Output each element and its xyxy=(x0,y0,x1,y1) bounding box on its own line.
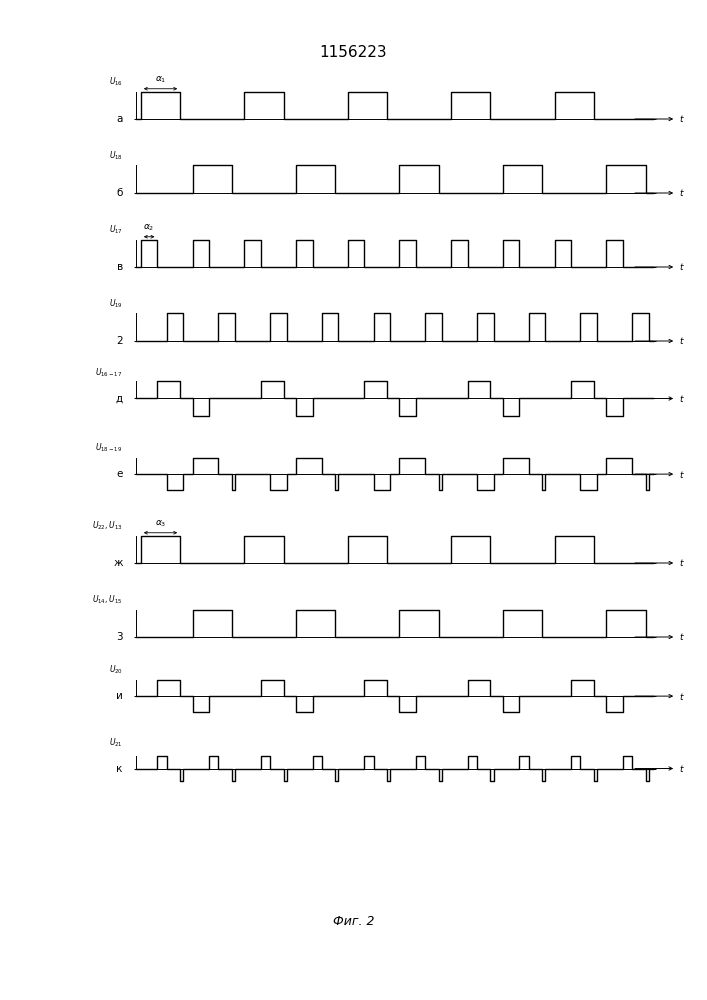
Text: $U_{21}$: $U_{21}$ xyxy=(109,737,123,749)
Text: $U_{18-19}$: $U_{18-19}$ xyxy=(95,441,123,454)
Text: в: в xyxy=(117,262,123,272)
Text: $t$: $t$ xyxy=(679,113,684,124)
Text: $t$: $t$ xyxy=(679,336,684,347)
Text: е: е xyxy=(117,469,123,479)
Text: $U_{16-17}$: $U_{16-17}$ xyxy=(95,367,123,379)
Text: $t$: $t$ xyxy=(679,393,684,404)
Text: $t$: $t$ xyxy=(679,469,684,480)
Text: $U_{18}$: $U_{18}$ xyxy=(109,150,123,162)
Text: $U_{14},U_{15}$: $U_{14},U_{15}$ xyxy=(93,594,123,606)
Text: а: а xyxy=(117,114,123,124)
Text: 3: 3 xyxy=(116,632,123,642)
Text: и: и xyxy=(116,691,123,701)
Text: к: к xyxy=(117,764,123,774)
Text: $\alpha_2$: $\alpha_2$ xyxy=(144,222,155,233)
Text: 2: 2 xyxy=(116,336,123,346)
Text: $t$: $t$ xyxy=(679,763,684,774)
Text: $\alpha_1$: $\alpha_1$ xyxy=(155,74,166,85)
Text: $\alpha_3$: $\alpha_3$ xyxy=(155,518,166,529)
Text: 1156223: 1156223 xyxy=(320,45,387,60)
Text: $U_{22},U_{13}$: $U_{22},U_{13}$ xyxy=(92,520,123,532)
Text: $t$: $t$ xyxy=(679,691,684,702)
Text: $U_{17}$: $U_{17}$ xyxy=(109,224,123,236)
Text: $t$: $t$ xyxy=(679,632,684,643)
Text: Фиг. 2: Фиг. 2 xyxy=(333,915,374,928)
Text: $U_{20}$: $U_{20}$ xyxy=(109,663,123,676)
Text: $t$: $t$ xyxy=(679,188,684,198)
Text: $U_{19}$: $U_{19}$ xyxy=(109,298,123,310)
Text: $t$: $t$ xyxy=(679,261,684,272)
Text: $U_{16}$: $U_{16}$ xyxy=(109,76,123,88)
Text: д: д xyxy=(116,393,123,403)
Text: $t$: $t$ xyxy=(679,557,684,568)
Text: б: б xyxy=(117,188,123,198)
Text: ж: ж xyxy=(113,558,123,568)
